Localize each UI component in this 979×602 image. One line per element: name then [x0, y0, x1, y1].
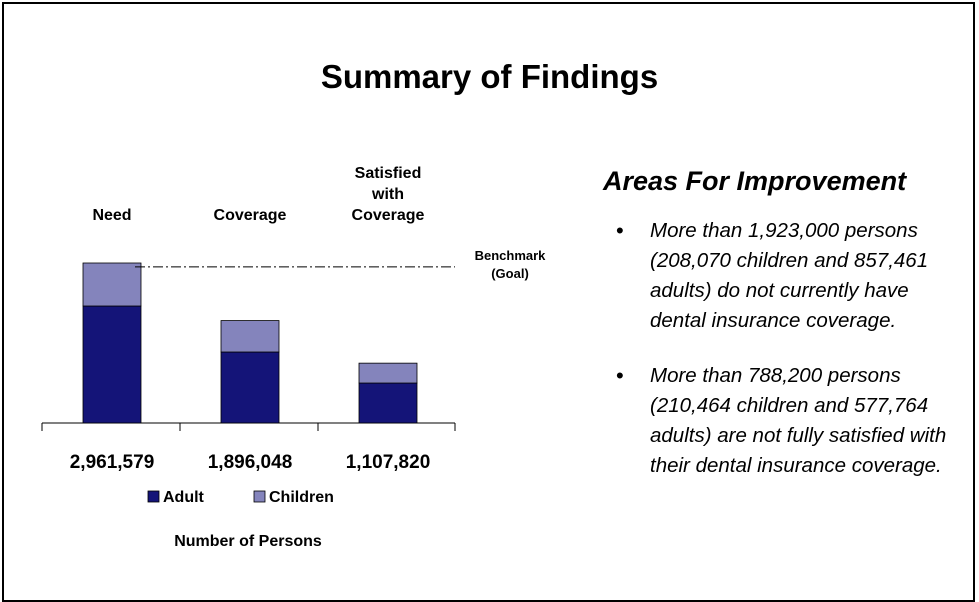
slide: Summary of Findings Adult Children Number …	[0, 0, 979, 588]
total-label: 2,961,579	[69, 452, 155, 473]
benchmark-label: Benchmark (Goal)	[474, 248, 546, 281]
panel-heading: Areas For Improvement	[603, 166, 907, 196]
bar-segment	[220, 320, 280, 353]
category-label: Coverage	[213, 207, 287, 224]
bullet: More than 788,200 persons (210,464 child…	[610, 361, 950, 481]
bar-segment	[82, 305, 142, 424]
legend-label: Children	[269, 489, 334, 506]
x-axis-title: Number of Persons	[174, 533, 322, 550]
bar-segment	[358, 362, 418, 384]
bar-segment	[220, 351, 280, 424]
category-label: Satisfied with Coverage	[351, 165, 425, 224]
bar-segment	[358, 382, 418, 424]
legend-swatch	[253, 490, 266, 503]
bullet: More than 1,923,000 persons (208,070 chi…	[610, 216, 950, 336]
legend-label: Adult	[163, 489, 205, 506]
slide-title: Summary of Findings	[320, 58, 659, 95]
chart: Adult Children Number of Persons	[41, 262, 456, 550]
bullet-list: More than 1,923,000 persons (208,070 chi…	[610, 216, 950, 506]
total-label: 1,896,048	[207, 452, 293, 473]
legend-swatch	[147, 490, 160, 503]
total-label: 1,107,820	[345, 452, 431, 473]
bar-segment	[82, 262, 142, 307]
category-label: Need	[92, 207, 132, 224]
